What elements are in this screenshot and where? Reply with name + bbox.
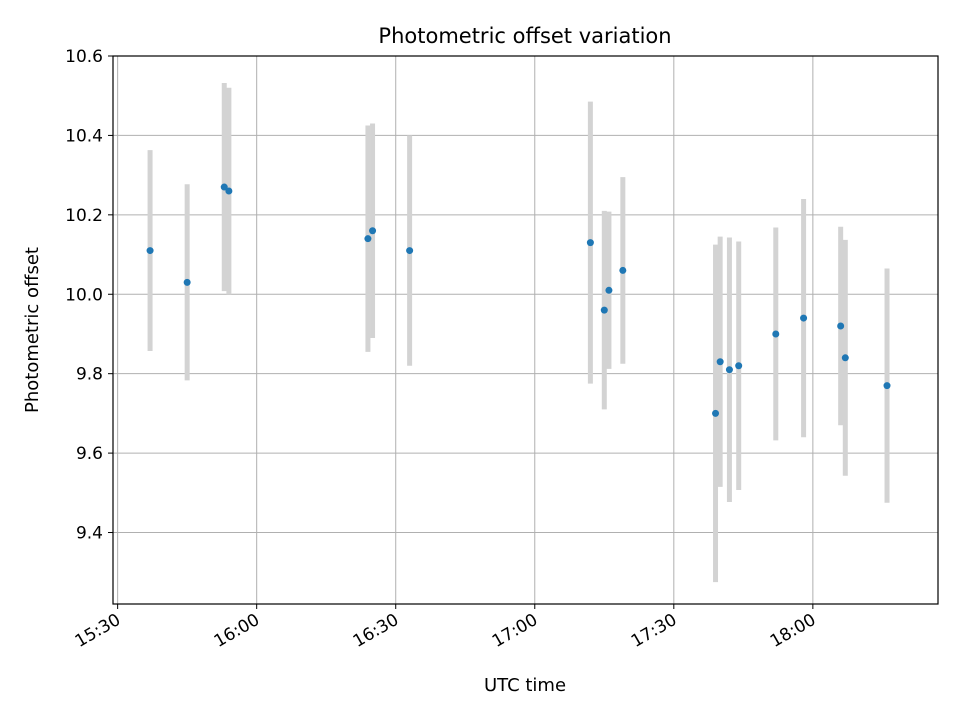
data-point [369, 227, 377, 235]
y-tick-label: 10.0 [65, 285, 103, 305]
data-point [586, 239, 594, 247]
y-axis-label: Photometric offset [22, 247, 43, 413]
plot-frame [112, 55, 939, 605]
y-tick-label: 9.8 [76, 365, 103, 385]
data-point [406, 247, 414, 255]
data-point [800, 314, 808, 322]
x-axis-label: UTC time [484, 675, 566, 696]
data-point [225, 187, 233, 195]
y-tick-label: 9.4 [76, 524, 103, 544]
data-point [220, 183, 228, 191]
data-point [364, 235, 372, 243]
y-axis: 9.4 9.6 9.8 10.0 10.2 10.4 10.6 [65, 47, 113, 544]
data-point [146, 247, 154, 255]
y-tick-label: 10.2 [65, 206, 103, 226]
data-point [841, 354, 849, 362]
chart-title: Photometric offset variation [378, 24, 671, 48]
data-point [712, 409, 720, 417]
data-point [725, 366, 733, 374]
data-point [772, 330, 780, 338]
data-point [183, 278, 191, 286]
y-tick-label: 10.4 [65, 126, 103, 146]
y-tick-label: 9.6 [76, 444, 103, 464]
data-point [716, 358, 724, 366]
data-points [146, 183, 891, 417]
data-point [883, 382, 891, 390]
y-tick-label: 10.6 [65, 47, 103, 67]
data-point [735, 362, 743, 370]
data-point [600, 306, 608, 314]
data-point [837, 322, 845, 330]
data-point [619, 266, 627, 274]
data-point [605, 286, 613, 294]
